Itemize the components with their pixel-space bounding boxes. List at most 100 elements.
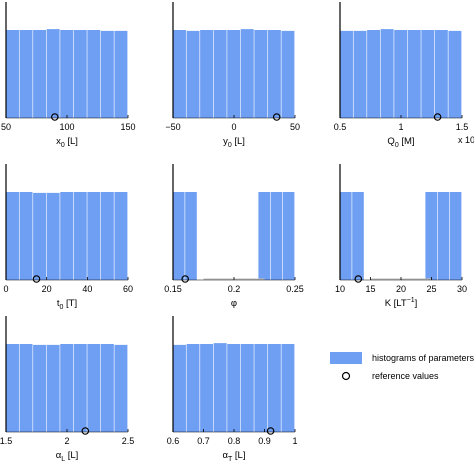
histogram-bar xyxy=(6,192,19,280)
histogram-bar xyxy=(186,30,200,119)
x-tick-label: 100 xyxy=(59,122,74,132)
histogram-bar xyxy=(254,344,268,432)
x-tick-label: 1.5 xyxy=(0,436,12,446)
x-tick-label: 20 xyxy=(42,284,52,294)
histogram-bar xyxy=(267,30,281,118)
legend-reference-label: reference values xyxy=(372,371,439,381)
x-tick-label: 0.15 xyxy=(164,284,182,294)
legend: histograms of parameters reference value… xyxy=(330,352,474,381)
x-tick-label: 0.7 xyxy=(197,436,210,446)
x-tick-label: 2.5 xyxy=(122,436,135,446)
legend-histogram-swatch xyxy=(330,352,362,364)
histogram-panel-2: −50 0 50 y0 [L] xyxy=(165,2,300,149)
histogram-bar xyxy=(258,192,270,280)
histogram-bar xyxy=(281,344,295,432)
histogram-bar xyxy=(73,30,87,118)
axis-scale-note: x 106 xyxy=(458,134,474,145)
histogram-bar xyxy=(353,30,367,119)
histogram-bar xyxy=(173,192,185,280)
histogram-panel-6: 10 15 20 25 30 K [LT−1] xyxy=(335,164,467,309)
histogram-bar xyxy=(114,344,128,432)
histogram-bar xyxy=(437,192,450,280)
histogram-bar xyxy=(100,192,114,280)
histogram-bar xyxy=(270,192,283,280)
histogram-bar xyxy=(33,192,47,280)
histogram-panel-7: 1.5 2 2.5 αL [L] xyxy=(0,316,134,463)
histogram-bar xyxy=(213,30,227,118)
x-tick-label: 0 xyxy=(3,284,8,294)
histogram-bar xyxy=(380,29,394,118)
reference-value-marker xyxy=(181,275,190,283)
x-axis-label: x0 [L] xyxy=(56,136,78,149)
histogram-bar xyxy=(114,30,128,119)
x-tick-label: 50 xyxy=(1,122,11,132)
histogram-bar xyxy=(60,30,74,118)
histogram-bar xyxy=(33,344,47,432)
x-tick-label: 0.6 xyxy=(167,436,180,446)
histogram-bar xyxy=(73,192,87,280)
histogram-panel-1: 50 100 150 x0 [L] xyxy=(1,2,136,149)
histogram-bar xyxy=(352,192,364,280)
legend-histogram-label: histograms of parameters xyxy=(372,353,474,363)
x-tick-label: 40 xyxy=(82,284,92,294)
x-tick-label: 50 xyxy=(290,122,300,132)
histogram-bar xyxy=(394,30,408,118)
x-tick-label: 2 xyxy=(64,436,69,446)
histogram-bar xyxy=(240,29,254,118)
reference-value-marker xyxy=(32,275,41,283)
histogram-bar xyxy=(87,344,101,432)
histogram-bar xyxy=(6,30,19,118)
histogram-bar xyxy=(281,30,295,119)
x-axis-label: φ xyxy=(231,298,237,309)
histogram-panel-4: 0 20 40 60 t0 [T] xyxy=(3,164,133,311)
histogram-bar xyxy=(340,192,352,280)
histogram-bar xyxy=(60,192,74,280)
x-tick-label: 30 xyxy=(457,284,467,294)
histogram-bar xyxy=(6,344,19,432)
histogram-bar xyxy=(100,344,114,432)
histogram-bar xyxy=(114,192,128,280)
x-tick-label: −50 xyxy=(165,122,180,132)
x-tick-label: 15 xyxy=(365,284,375,294)
x-tick-label: 25 xyxy=(426,284,436,294)
x-axis-label: y0 [L] xyxy=(223,136,245,149)
reference-value-marker xyxy=(272,113,281,121)
histogram-bar xyxy=(87,192,101,280)
x-tick-label: 0.2 xyxy=(228,284,241,294)
histogram-bar xyxy=(173,30,186,118)
histogram-bar xyxy=(33,30,47,118)
reference-value-marker xyxy=(433,113,442,121)
x-axis-label: t0 [T] xyxy=(57,298,77,311)
x-tick-label: 0.8 xyxy=(228,436,241,446)
histogram-bar xyxy=(46,192,60,280)
reference-value-marker xyxy=(266,427,275,435)
histogram-bar xyxy=(267,344,281,432)
histogram-bar xyxy=(19,344,33,432)
histogram-bar xyxy=(367,30,381,118)
histogram-bar xyxy=(73,344,87,432)
histogram-bar xyxy=(19,192,33,280)
x-axis-label: αL [L] xyxy=(56,450,79,463)
x-tick-label: 0.9 xyxy=(258,436,271,446)
histogram-bar xyxy=(185,192,197,280)
histogram-bar xyxy=(46,29,60,118)
histogram-bar xyxy=(46,344,60,432)
x-axis-label: Q0 [M] xyxy=(387,136,414,149)
histogram-bar xyxy=(227,344,241,432)
histogram-bar xyxy=(240,344,254,432)
histogram-bar xyxy=(87,30,101,118)
histogram-panel-3: 0.5 1 1.5 x 106 Q0 [M] xyxy=(334,2,474,149)
histogram-bar xyxy=(227,30,241,118)
histogram-panel-8: 0.6 0.7 0.8 0.9 1 αT [L] xyxy=(167,316,298,463)
x-tick-label: 20 xyxy=(396,284,406,294)
histogram-bar xyxy=(425,192,437,280)
histogram-bar xyxy=(60,344,74,432)
x-tick-label: 10 xyxy=(335,284,345,294)
histogram-bar xyxy=(282,192,295,280)
reference-value-marker xyxy=(50,113,59,121)
x-tick-label: 0.25 xyxy=(286,284,304,294)
histogram-bar xyxy=(407,30,421,118)
histogram-bar xyxy=(254,30,268,118)
histogram-bar xyxy=(340,30,353,119)
